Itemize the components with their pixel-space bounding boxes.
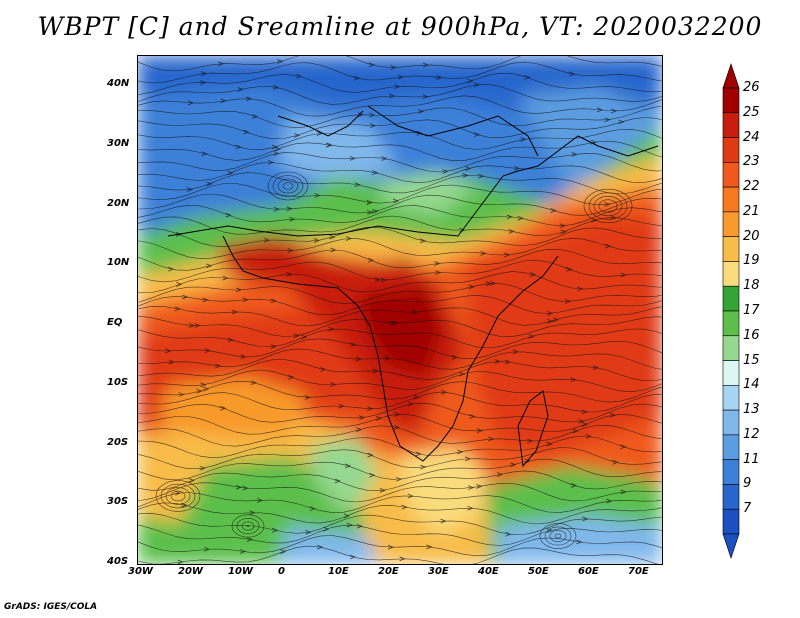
lat-label-30n: 30N: [107, 137, 130, 149]
colorbar-label-7: 7: [743, 501, 752, 517]
colorbar-swatch-4: [722, 186, 740, 213]
colorbar-label-14: 14: [743, 377, 760, 393]
colorbar-label-23: 23: [743, 154, 760, 170]
lat-label-40s: 40S: [107, 556, 129, 567]
colorbar-swatch-5: [722, 211, 740, 237]
colorbar-label-19: 19: [743, 253, 760, 269]
colorbar-swatch-1: [722, 112, 740, 138]
colorbar-label-26: 26: [743, 80, 760, 95]
colorbar-swatch-16: [722, 484, 740, 510]
colorbar-swatch-17: [722, 508, 740, 535]
wbpt-streamline-map: [138, 56, 662, 564]
lon-label-20w: 20W: [178, 566, 203, 577]
colorbar-bottom-arrow: [722, 533, 740, 559]
colorbar-label-12: 12: [743, 426, 760, 442]
colorbar-label-16: 16: [743, 327, 760, 343]
colorbar-label-21: 21: [743, 203, 760, 219]
map-title: WBPT [C] and Sreamline at 900hPa, VT: 20…: [37, 12, 763, 41]
lat-label-20n: 20N: [107, 197, 130, 209]
colorbar-swatch-11: [722, 360, 740, 386]
colorbar-swatch-12: [722, 385, 740, 411]
lat-label-10n: 10N: [107, 257, 130, 269]
lat-label-10s: 10S: [107, 376, 129, 388]
colorbar-label-20: 20: [743, 228, 760, 244]
colorbar-label-15: 15: [743, 352, 760, 368]
lat-label-eq: EQ: [107, 317, 123, 328]
colorbar-swatch-13: [722, 409, 740, 436]
lon-label-0: 0: [278, 566, 285, 577]
colorbar-swatch-14: [722, 434, 740, 460]
colorbar-label-25: 25: [743, 104, 760, 120]
colorbar-label-22: 22: [743, 179, 760, 195]
colorbar-label-9: 9: [743, 476, 752, 492]
colorbar-label-13: 13: [743, 402, 760, 418]
lon-label-70e: 70E: [628, 566, 649, 577]
lon-label-10w: 10W: [228, 566, 253, 577]
colorbar-label-24: 24: [743, 129, 760, 145]
streamlines: [138, 56, 662, 564]
lat-label-30s: 30S: [107, 496, 129, 508]
lon-label-60e: 60E: [578, 566, 599, 577]
colorbar-swatch-6: [722, 236, 740, 262]
colorbar-swatch-2: [722, 137, 740, 163]
colorbar-swatch-3: [722, 162, 740, 188]
lon-label-20e: 20E: [378, 566, 399, 577]
colorbar-swatch-15: [722, 459, 740, 485]
colorbar-swatch-10: [722, 335, 740, 361]
colorbar-swatch-8: [722, 285, 740, 312]
lat-label-20s: 20S: [107, 436, 129, 448]
grads-credit: GrADS: IGES/COLA: [4, 602, 98, 612]
colorbar-swatch-9: [722, 310, 740, 337]
colorbar-swatch-0: [722, 87, 740, 114]
colorbar-swatch-7: [722, 261, 740, 287]
colorbar-label-17: 17: [743, 303, 760, 318]
lon-label-30w: 30W: [128, 566, 153, 577]
coastlines: [167, 105, 659, 468]
lon-label-10e: 10E: [328, 566, 349, 577]
lon-label-40e: 40E: [478, 566, 499, 577]
map-panel: [137, 55, 663, 565]
lon-label-50e: 50E: [528, 566, 549, 577]
colorbar-top-arrow: [722, 63, 740, 89]
lon-label-30e: 30E: [428, 566, 449, 577]
lat-label-40n: 40N: [107, 78, 130, 89]
colorbar-label-18: 18: [743, 278, 760, 294]
colorbar-label-11: 11: [743, 451, 760, 467]
